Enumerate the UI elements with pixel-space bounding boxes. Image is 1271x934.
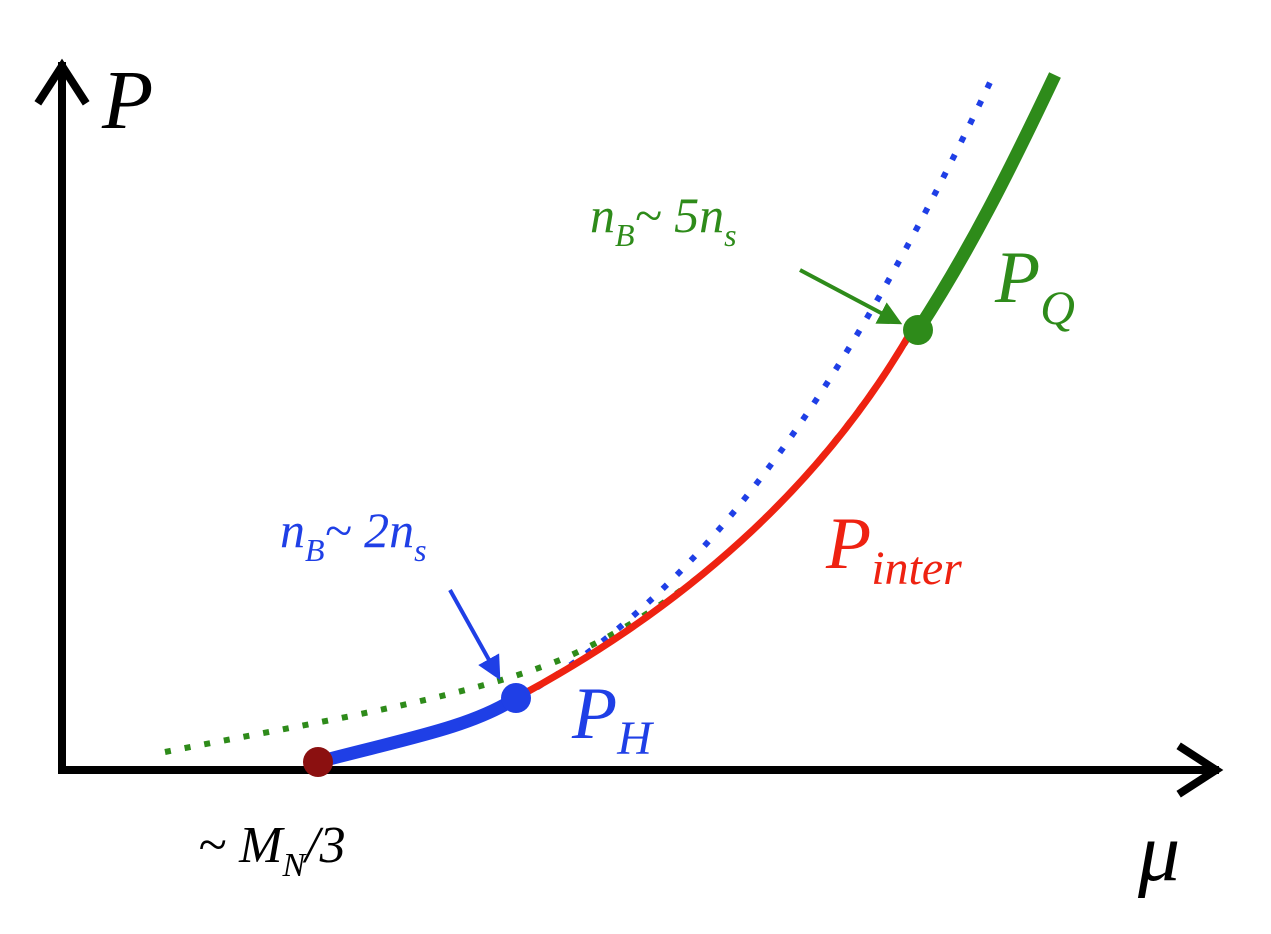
interpolated-label: Pinter [825,503,962,595]
x-axis-label: μ [1137,806,1180,899]
label-main: P [571,673,617,755]
label-tail: /3 [302,817,345,874]
threshold-point [303,747,333,777]
hadronic-label: PH [571,673,654,765]
label-sub: s [724,217,736,253]
hadron-density-label: nB~ 2ns [280,502,427,568]
y-arrow [34,58,90,106]
axes [34,58,1224,798]
label-sub: N [281,847,307,884]
label-main: n [280,502,305,558]
label-main: P [994,237,1040,319]
label-main: ~ M [198,817,285,874]
hadronic-point [501,683,531,713]
hadron-arrow [448,589,501,681]
y-axis-label: P [101,54,153,147]
threshold-label: ~ MN/3 [198,817,346,884]
label-main: n [590,187,615,243]
label-sub: inter [871,542,962,595]
label-sub: B [305,532,325,568]
label-main: P [825,503,871,585]
label-sub: s [414,532,426,568]
label-mid: ~ 2n [325,502,415,558]
quark-extrapolation [518,70,998,701]
quark-arrow [799,268,903,325]
label-sub: B [615,217,635,253]
label-mid: ~ 5n [635,187,725,243]
quark-density-label: nB~ 5ns [590,187,737,253]
label-sub: Q [1040,282,1075,335]
hadronic-curve [316,692,520,769]
quark-label: PQ [994,237,1075,335]
interpolated-curve [514,328,916,702]
label-sub: H [616,712,654,765]
x-arrow [1176,742,1224,798]
quark-point [903,315,933,345]
hadronic-extrapolation [164,333,913,755]
quark-curve [912,72,1061,334]
